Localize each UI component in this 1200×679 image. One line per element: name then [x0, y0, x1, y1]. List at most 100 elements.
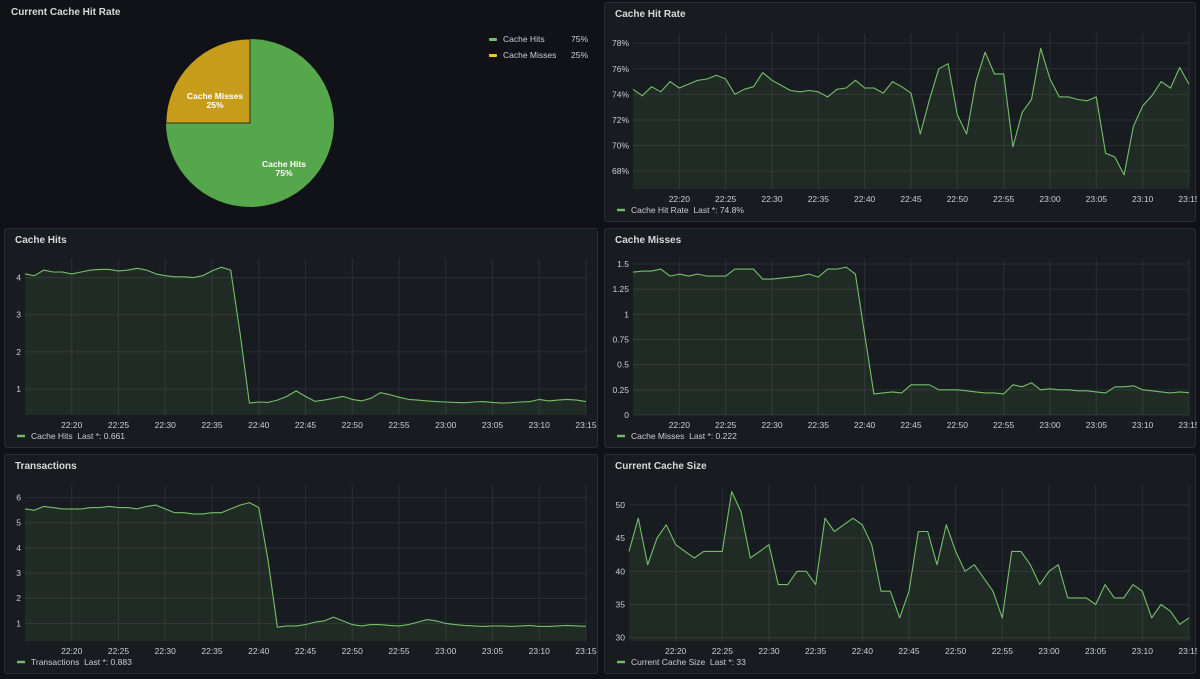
slice-label-hits-name: Cache Hits	[262, 159, 306, 169]
x-tick-label: 22:40	[854, 420, 876, 430]
pie-slice-cache-misses[interactable]	[165, 38, 251, 124]
series-area	[629, 491, 1189, 641]
legend-label[interactable]: Cache Misses Last *: 0.222	[631, 431, 737, 441]
x-tick-label: 23:05	[1085, 646, 1107, 656]
y-tick-label: 0	[624, 410, 629, 420]
y-tick-label: 72%	[612, 115, 629, 125]
x-tick-label: 22:50	[342, 420, 364, 430]
x-tick-label: 23:05	[1086, 420, 1108, 430]
x-tick-label: 22:50	[945, 646, 967, 656]
x-tick-label: 22:35	[808, 194, 830, 204]
x-tick-label: 22:40	[248, 420, 270, 430]
y-tick-label: 45	[616, 533, 626, 543]
x-tick-label: 22:35	[808, 420, 830, 430]
y-tick-label: 76%	[612, 64, 629, 74]
timeseries-chart: 22:20 22:25 22:30 22:35 22:40 22:45 22:50 22:55…	[612, 33, 1197, 215]
x-tick-label: 22:55	[388, 646, 410, 656]
slice-label-hits-pct: 75%	[275, 168, 292, 178]
x-tick-label: 23:15	[575, 420, 597, 430]
x-tick-label: 23:10	[1132, 420, 1154, 430]
y-tick-label: 78%	[612, 38, 629, 48]
panel-title[interactable]: Cache Misses	[615, 235, 682, 246]
x-tick-label: 22:45	[900, 420, 922, 430]
x-tick-label: 22:20	[61, 420, 83, 430]
legend-item-cache-misses[interactable]: Cache Misses 25%	[489, 48, 595, 62]
timeseries-chart: 22:20 22:25 22:30 22:35 22:40 22:45 22:50 22:55…	[612, 259, 1197, 441]
y-tick-label: 1	[624, 309, 629, 319]
series-area	[633, 267, 1189, 415]
x-tick-label: 23:15	[1178, 194, 1197, 204]
timeseries-chart: 22:20 22:25 22:30 22:35 22:40 22:45 22:50 22:55…	[16, 259, 597, 441]
y-tick-label: 35	[616, 599, 626, 609]
legend-item-cache-hits[interactable]: Cache Hits 75%	[489, 32, 595, 46]
x-tick-label: 23:15	[1178, 646, 1197, 656]
x-tick-label: 22:45	[900, 194, 922, 204]
x-tick-label: 22:30	[155, 420, 177, 430]
x-tick-label: 23:10	[529, 420, 551, 430]
panel-title[interactable]: Current Cache Hit Rate	[11, 7, 121, 18]
x-tick-label: 22:25	[108, 646, 130, 656]
x-tick-label: 23:15	[1178, 420, 1197, 430]
series-line[interactable]	[24, 266, 587, 404]
series-line[interactable]	[632, 266, 1190, 395]
x-tick-label: 22:30	[155, 646, 177, 656]
x-tick-label: 22:35	[201, 646, 223, 656]
y-tick-label: 0.5	[617, 360, 629, 370]
pie-panel: Current Cache Hit Rate Cache Misses 25% …	[0, 0, 600, 226]
y-tick-label: 1	[16, 618, 21, 628]
y-tick-label: 3	[16, 310, 21, 320]
legend-label[interactable]: Current Cache Size Last *: 33	[631, 657, 746, 667]
x-tick-label: 22:35	[201, 420, 223, 430]
x-tick-label: 22:25	[715, 420, 737, 430]
x-tick-label: 22:20	[61, 646, 83, 656]
x-tick-label: 22:30	[761, 420, 783, 430]
y-tick-label: 5	[16, 518, 21, 528]
x-tick-label: 23:00	[1039, 194, 1061, 204]
y-tick-label: 50	[616, 500, 626, 510]
y-tick-label: 0.75	[612, 335, 629, 345]
panel-title[interactable]: Cache Hit Rate	[615, 9, 686, 20]
legend-label[interactable]: Transactions Last *: 0.883	[31, 657, 132, 667]
x-tick-label: 22:50	[947, 194, 969, 204]
y-tick-label: 3	[16, 568, 21, 578]
timeseries-chart: 22:20 22:25 22:30 22:35 22:40 22:45 22:50 22:55…	[616, 485, 1197, 667]
x-tick-label: 22:25	[712, 646, 734, 656]
slice-label-misses-name: Cache Misses	[187, 91, 243, 101]
x-tick-label: 23:00	[435, 646, 457, 656]
x-tick-label: 22:45	[295, 646, 317, 656]
x-tick-label: 22:55	[388, 420, 410, 430]
chart-panel-transactions: Transactions 22:20 22:25 22:30 22:35 22:40 22…	[4, 454, 598, 674]
y-tick-label: 0.25	[612, 385, 629, 395]
series-line[interactable]	[628, 491, 1190, 625]
y-tick-label: 1.25	[612, 284, 629, 294]
series-area	[25, 267, 586, 415]
x-tick-label: 22:25	[108, 420, 130, 430]
panel-title[interactable]: Current Cache Size	[615, 461, 707, 472]
legend-swatch	[489, 53, 497, 57]
legend-label[interactable]: Cache Hit Rate Last *: 74.8%	[631, 205, 744, 215]
x-tick-label: 22:20	[665, 646, 687, 656]
legend-label[interactable]: Cache Hits Last *: 0.661	[31, 431, 125, 441]
x-tick-label: 22:55	[993, 194, 1015, 204]
series-line[interactable]	[632, 47, 1190, 176]
x-tick-label: 22:30	[758, 646, 780, 656]
y-tick-label: 1	[16, 384, 21, 394]
x-tick-label: 23:05	[482, 420, 504, 430]
panel-title[interactable]: Cache Hits	[15, 235, 67, 246]
x-tick-label: 22:45	[295, 420, 317, 430]
x-tick-label: 22:40	[852, 646, 874, 656]
x-tick-label: 22:55	[992, 646, 1014, 656]
x-tick-label: 22:25	[715, 194, 737, 204]
series-line[interactable]	[24, 502, 587, 628]
x-tick-label: 23:00	[1038, 646, 1060, 656]
x-tick-label: 23:10	[529, 646, 551, 656]
x-tick-label: 22:35	[805, 646, 827, 656]
x-tick-label: 23:05	[1086, 194, 1108, 204]
legend-value: 75%	[571, 34, 589, 44]
x-tick-label: 22:55	[993, 420, 1015, 430]
y-tick-label: 6	[16, 493, 21, 503]
panel-title[interactable]: Transactions	[15, 461, 77, 472]
x-tick-label: 22:40	[854, 194, 876, 204]
y-tick-label: 2	[16, 347, 21, 357]
x-tick-label: 22:50	[947, 420, 969, 430]
